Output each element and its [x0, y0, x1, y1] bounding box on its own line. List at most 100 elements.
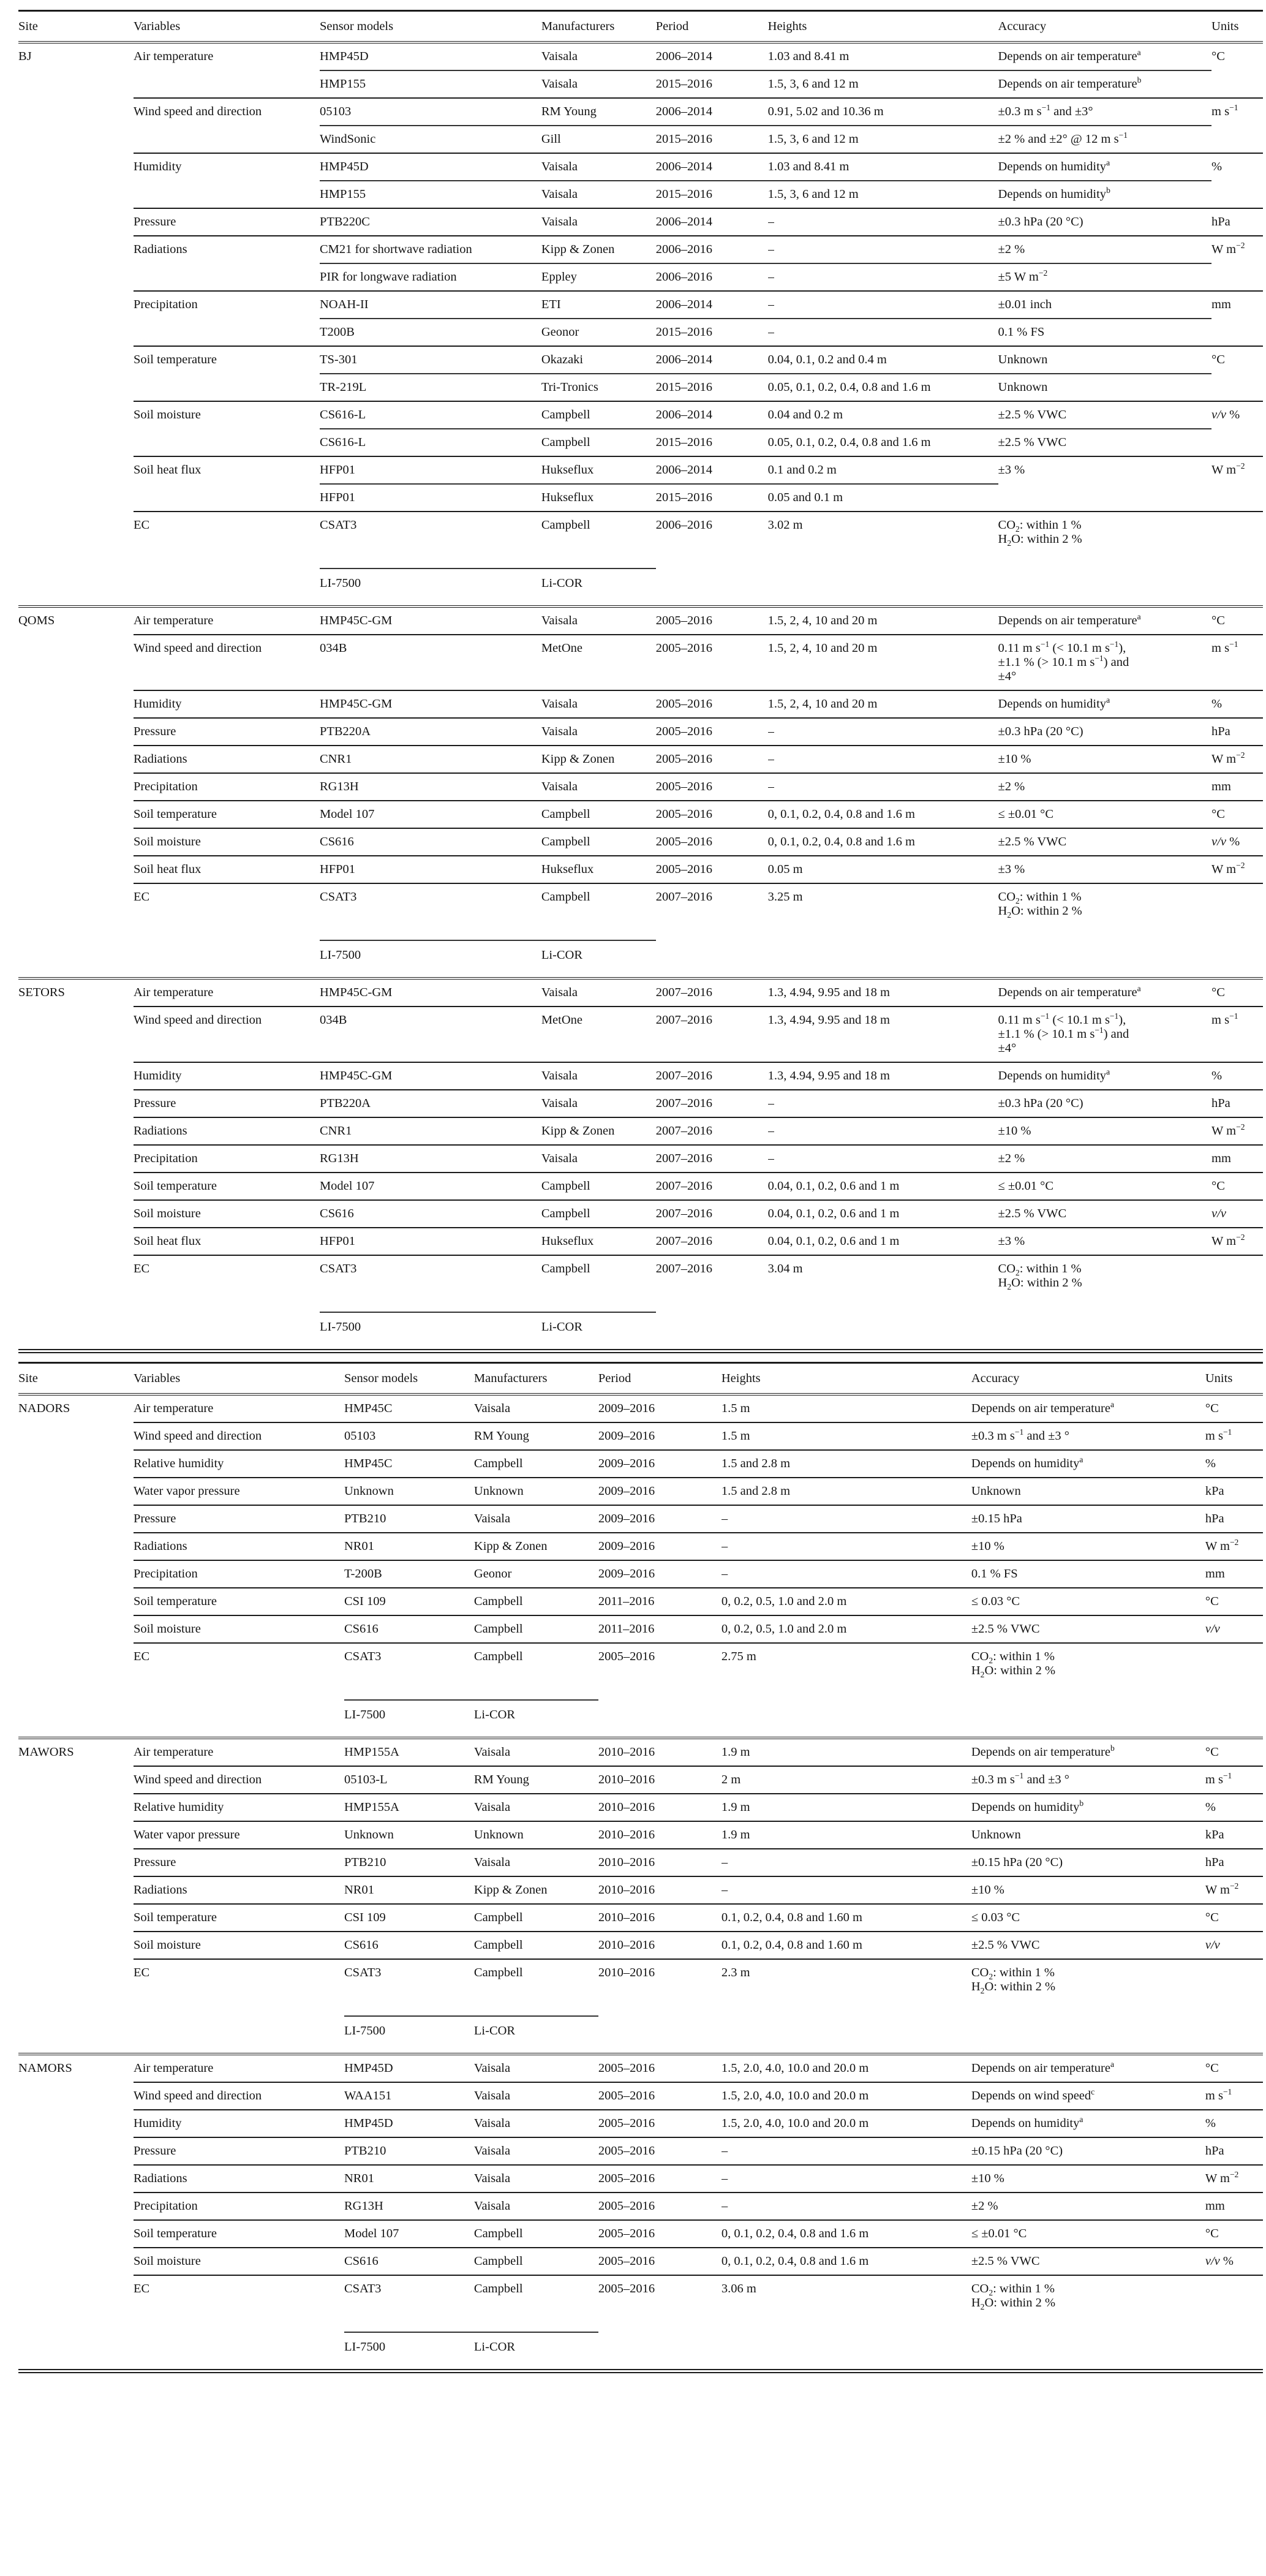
cell-units — [1211, 70, 1263, 98]
cell-accuracy: ±3 % — [998, 855, 1212, 883]
cell-site — [18, 1505, 134, 1533]
cell-units — [1211, 484, 1263, 512]
cell-heights: 1.5, 2, 4, 10 and 20 m — [767, 605, 998, 635]
cell-units: v/v — [1205, 1615, 1263, 1643]
cell-sensor-models: CS616 — [344, 2247, 474, 2275]
cell-units: kPa — [1205, 1821, 1263, 1849]
cell-accuracy: Depends on air temperaturea — [998, 977, 1212, 1007]
table-row: LI-7500 Li-COR — [18, 2332, 1263, 2371]
cell-variables: Radiations — [133, 2164, 344, 2193]
cell-manufacturers: Li-COR — [473, 1699, 598, 1738]
cell-manufacturers: Vaisala — [473, 1402, 511, 1415]
cell-units: °C — [1205, 2053, 1263, 2082]
cell-manufacturers: Vaisala — [473, 1848, 598, 1876]
cell-variables: Wind speed and direction — [133, 634, 320, 690]
cell-sensor-models: HMP45C-GM — [319, 1062, 541, 1090]
cell-accuracy: CO2: within 1 % H2O: within 2 % — [971, 1642, 1205, 1700]
cell-variables: Soil temperature — [133, 1587, 344, 1615]
cell-site — [18, 2275, 134, 2332]
cell-manufacturers: Kipp & Zonen — [473, 1532, 598, 1560]
cell-period — [598, 2332, 722, 2371]
table-row: Soil temperature TS-301 Okazaki 2006–2014 0.… — [18, 346, 1263, 374]
cell-heights: 0.05 and 0.1 m — [767, 483, 998, 512]
cell-manufacturers: Campbell — [541, 428, 656, 456]
cell-sensor-models: TS-301 — [319, 346, 541, 374]
cell-variables: EC — [133, 1958, 344, 2016]
cell-period: 2007–2016 — [655, 1199, 768, 1228]
cell-units: hPa — [1205, 1505, 1263, 1533]
table-row: Humidity HMP45D Vaisala 2006–2014 1.03 and 8… — [18, 153, 1263, 181]
cell-units — [1211, 1255, 1263, 1312]
cell-accuracy: Depends on humiditya — [998, 1062, 1212, 1090]
table-row: LI-7500 Li-COR — [18, 1312, 1263, 1351]
table-row: QOMS Air temperature HMP45C-GM Vaisala 2005–… — [18, 605, 1263, 635]
cell-accuracy: Unknown — [971, 1477, 1205, 1505]
cell-heights: – — [721, 2137, 971, 2165]
cell-period: 2010–2016 — [598, 1958, 722, 2016]
cell-manufacturers: Unknown — [473, 1477, 598, 1505]
cell-accuracy: ±2.5 % VWC — [971, 1931, 1205, 1959]
table-row: Radiations CNR1 Kipp & Zonen 2007–2016– ±10 … — [18, 1117, 1263, 1145]
cell-sensor-models: HMP155 — [319, 180, 541, 208]
cell-manufacturers: Gill — [541, 125, 656, 153]
table-row: Wind speed and direction 034B MetOne 2007–2… — [18, 1006, 1263, 1062]
cell-heights: 0, 0.1, 0.2, 0.4, 0.8 and 1.6 m — [721, 2219, 971, 2248]
cell-period: 2010–2016 — [598, 1766, 722, 1794]
cell-manufacturers: Vaisala — [473, 1793, 598, 1821]
cell-heights: – — [721, 2192, 971, 2220]
cell-sensor-models: NR01 — [344, 2164, 474, 2193]
table-row: Soil moisture CS616 Campbell 2007–2016 0.04,… — [18, 1199, 1263, 1228]
cell-manufacturers: Campbell — [541, 1199, 656, 1228]
cell-site — [18, 2165, 134, 2193]
cell-manufacturers: Vaisala — [541, 1062, 656, 1090]
table-row: Pressure PTB210 Vaisala 2009–2016– ±0.15 hPa… — [18, 1505, 1263, 1533]
cell-period: 2015–2016 — [655, 483, 768, 512]
cell-accuracy: CO2: within 1 % H2O: within 2 % — [971, 1958, 1205, 2016]
cell-period — [598, 2016, 722, 2054]
cell-heights: – — [767, 208, 998, 236]
table-row: Pressure PTB220C Vaisala 2006–2014– ±0.3 hPa… — [18, 208, 1263, 236]
cell-accuracy: 0.1 % FS — [998, 318, 1212, 346]
cell-accuracy: Depends on humiditya — [998, 690, 1212, 718]
cell-manufacturers: Li-COR — [473, 2332, 598, 2371]
cell-site: QOMS — [18, 605, 134, 635]
cell-manufacturers: Li-COR — [473, 2015, 598, 2054]
table-row: PIR for longwave radiation Eppley 2006–201… — [18, 263, 1263, 291]
cell-accuracy: Depends on humiditya — [971, 1449, 1205, 1478]
cell-variables — [134, 429, 320, 456]
cell-heights: 1.5, 3, 6 and 12 m — [767, 70, 998, 98]
column-header-units: Units — [1211, 10, 1263, 43]
cell-heights — [768, 940, 998, 978]
cell-sensor-models: CS616 — [319, 1199, 541, 1228]
cell-heights: 1.5, 3, 6 and 12 m — [767, 125, 998, 153]
table-row: Soil moisture CS616 Campbell 2010–2016 0.1, … — [18, 1931, 1263, 1959]
cell-period: 2006–2016 — [655, 511, 768, 568]
cell-sensor-models: HFP01 — [319, 483, 541, 512]
cell-heights: 0.05 m — [767, 855, 998, 883]
cell-units: hPa — [1211, 208, 1263, 236]
cell-heights: – — [721, 2164, 971, 2193]
header-row: Site Variables Sensor models Manufacturers P… — [18, 1362, 1263, 1396]
cell-variables — [134, 374, 320, 401]
cell-heights: 2 m — [721, 1766, 971, 1794]
cell-units: hPa — [1211, 717, 1263, 746]
cell-units: °C — [1205, 1587, 1263, 1615]
cell-heights: – — [767, 318, 998, 346]
cell-site — [18, 126, 134, 153]
cell-sensor-models: LI-7500 — [344, 1699, 474, 1738]
cell-heights: – — [721, 1532, 971, 1560]
cell-sensor-models: Model 107 — [319, 800, 541, 828]
cell-sensor-models: HMP45D — [344, 2109, 474, 2137]
cell-accuracy: Unknown — [998, 346, 1212, 374]
cell-variables: Wind speed and direction — [133, 1422, 344, 1450]
cell-site — [18, 746, 134, 773]
cell-manufacturers: MetOne — [541, 1006, 656, 1062]
table-row: Water vapor pressure Unknown Unknown 2010–2… — [18, 1821, 1263, 1849]
cell-accuracy: CO2: within 1 % H2O: within 2 % — [998, 883, 1212, 940]
cell-sensor-models: T200B — [319, 318, 541, 346]
cell-variables: Precipitation — [133, 1144, 320, 1173]
cell-site — [18, 1560, 134, 1588]
cell-sensor-models: CSAT3 — [319, 883, 541, 940]
cell-heights: 1.03 and 8.41 m — [767, 50, 850, 63]
cell-sensor-models: NR01 — [344, 1532, 474, 1560]
